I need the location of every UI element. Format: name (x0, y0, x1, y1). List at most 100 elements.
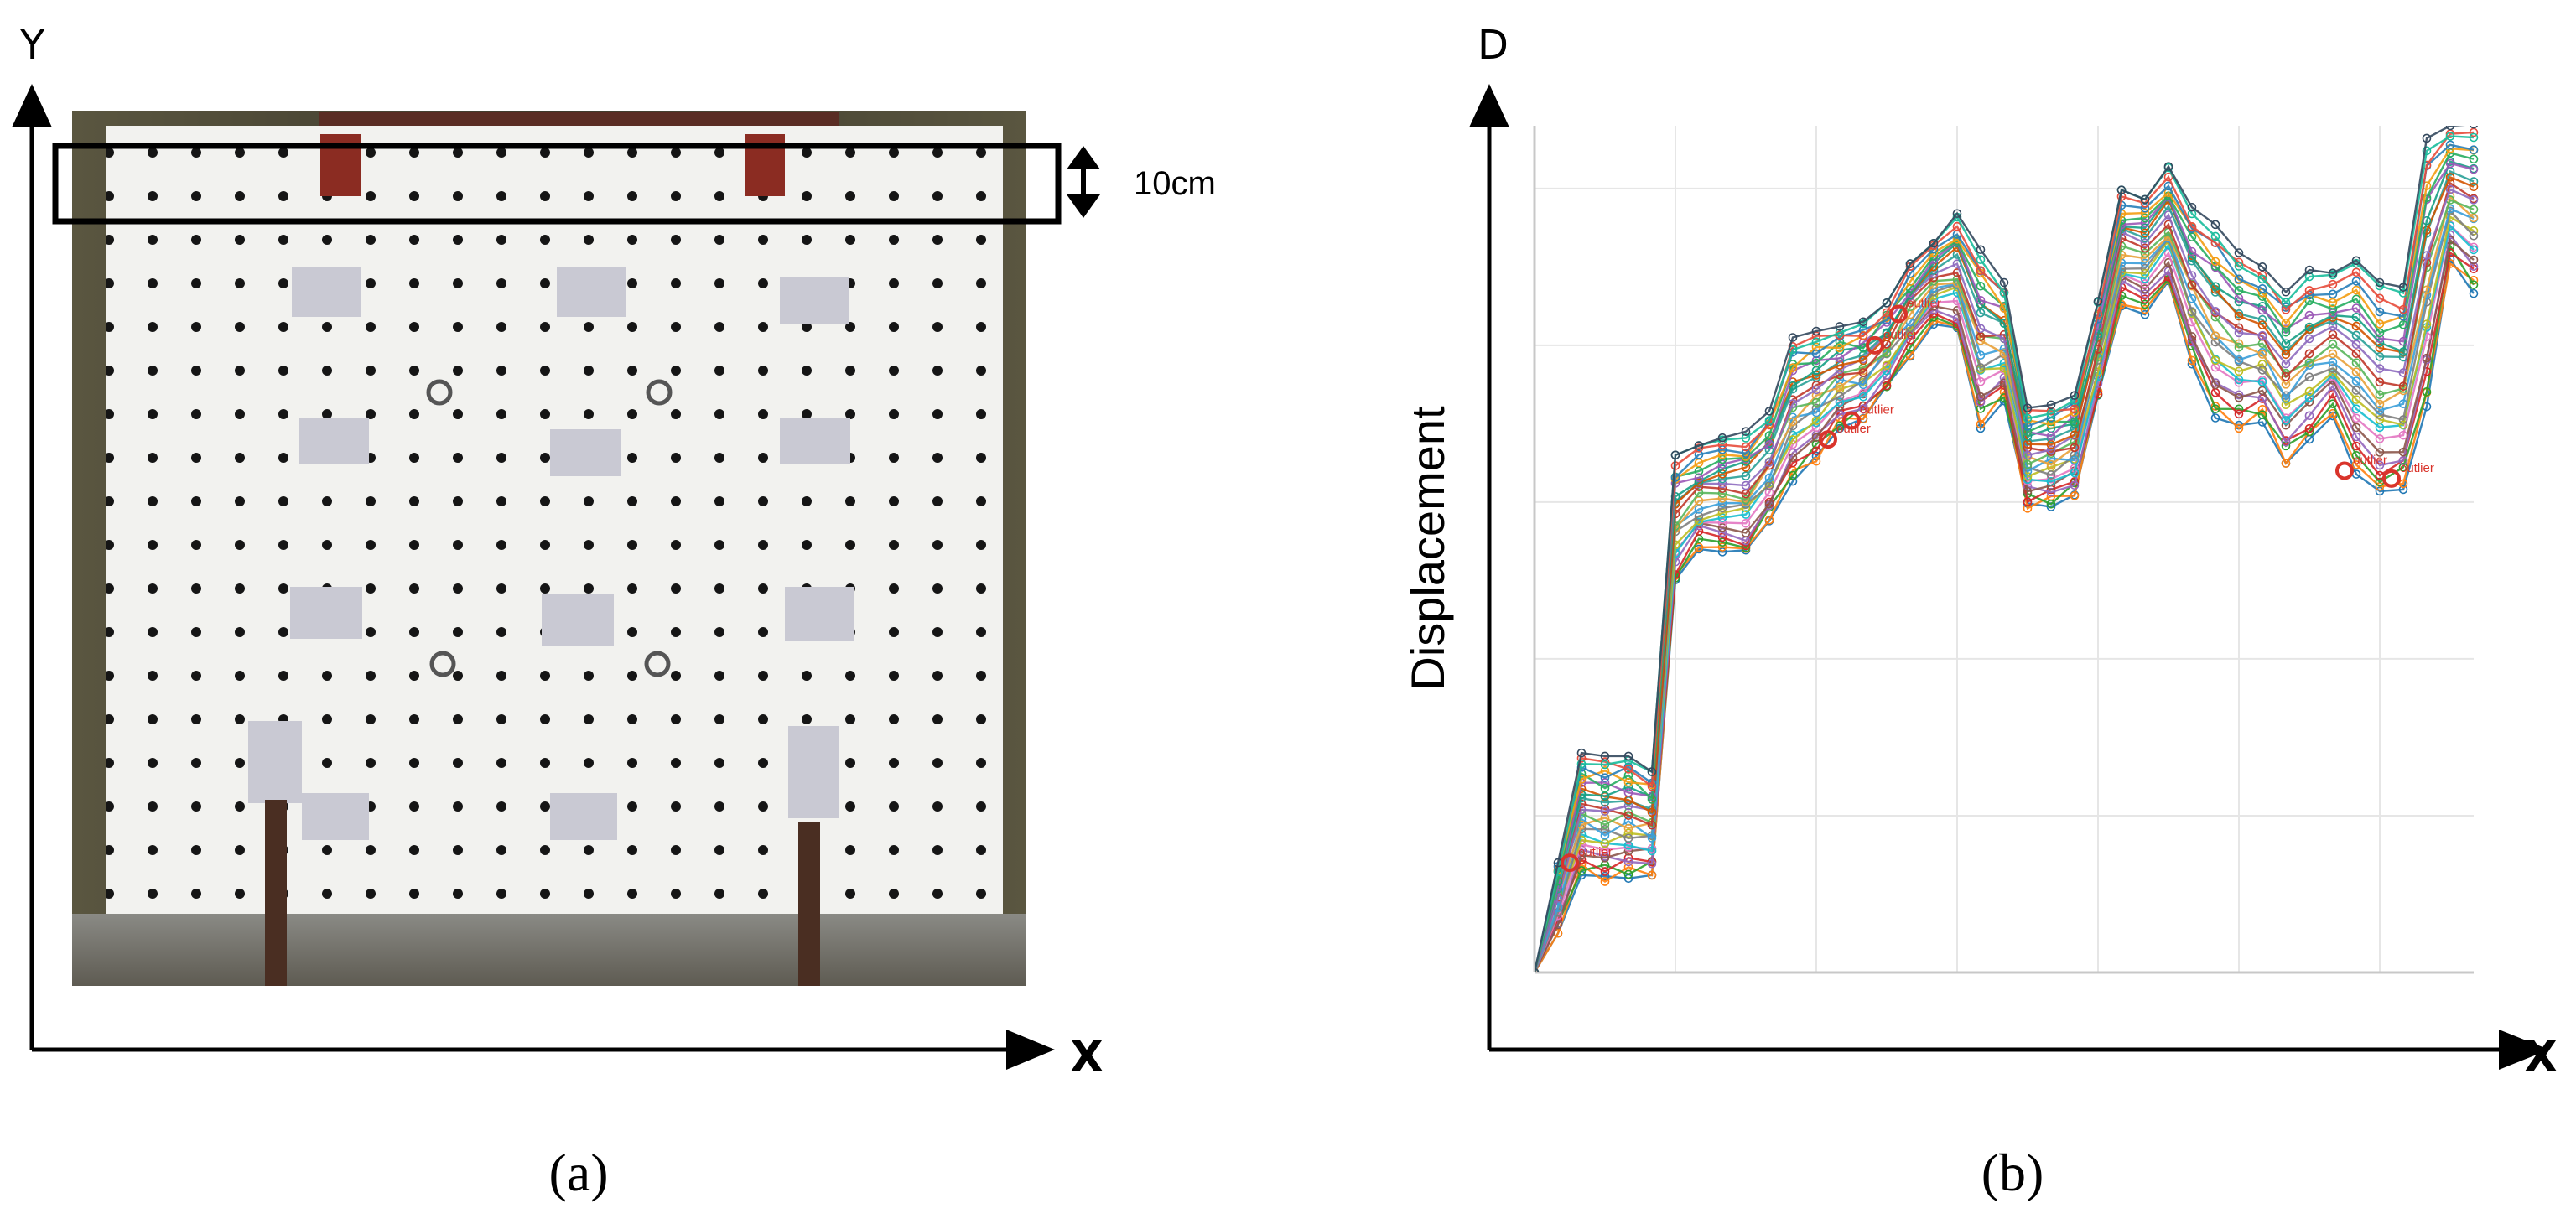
gauge-rings (426, 379, 673, 677)
d-axis-letter: D (1478, 22, 1509, 69)
data-point (2351, 376, 2361, 386)
data-point (2398, 381, 2408, 391)
data-point (2304, 372, 2314, 382)
data-point (1882, 360, 1892, 371)
data-point (1835, 382, 1845, 392)
data-point (2257, 405, 2267, 414)
data-point (2328, 289, 2338, 299)
data-point (2281, 416, 2291, 425)
data-point (2351, 330, 2361, 340)
data-point (2023, 403, 2033, 412)
data-point (1623, 777, 1633, 787)
data-point (1882, 381, 1892, 391)
data-point (2281, 394, 2291, 403)
data-point (2469, 195, 2479, 205)
data-point (2328, 304, 2338, 314)
data-point (2304, 358, 2314, 367)
data-point (2398, 456, 2408, 465)
data-point (2422, 226, 2432, 235)
data-point (2234, 328, 2244, 338)
data-point (2304, 272, 2314, 282)
data-point (2351, 256, 2361, 266)
data-point (2375, 328, 2385, 338)
series-line (1535, 152, 2475, 972)
data-point (1694, 473, 1704, 483)
data-point (2046, 470, 2056, 480)
data-point (1976, 255, 1986, 265)
data-point (2328, 310, 2338, 320)
data-point (1647, 846, 1657, 856)
dimension-arrow (1067, 146, 1100, 218)
data-point (1976, 266, 1986, 276)
data-point (1717, 494, 1727, 503)
data-point (1811, 342, 1821, 352)
data-point (2398, 368, 2408, 377)
data-point (2398, 399, 2408, 409)
data-point (2375, 434, 2385, 443)
data-point (1788, 453, 1798, 463)
outlier-circle (1819, 430, 1837, 449)
data-point (2234, 311, 2244, 321)
data-point (1600, 831, 1610, 840)
data-point (2304, 349, 2314, 359)
data-point (2140, 274, 2150, 283)
data-point (2140, 228, 2150, 238)
data-point (2140, 213, 2150, 223)
data-point (2469, 288, 2479, 298)
data-point (2257, 350, 2267, 359)
data-point (1811, 407, 1821, 418)
data-point (1694, 505, 1704, 514)
data-point (1600, 845, 1610, 854)
data-point (1647, 795, 1657, 804)
data-point (2187, 221, 2197, 231)
data-point (1647, 767, 1657, 776)
data-point (2210, 331, 2220, 340)
panel-b: outlier outlier outlier outlier outlier outli… (1401, 22, 2558, 1202)
data-point (1694, 441, 1704, 450)
data-point (2351, 349, 2361, 359)
data-point (1976, 376, 1986, 386)
data-point (2070, 391, 2080, 401)
data-point (1764, 499, 1774, 509)
data-point (2445, 173, 2455, 182)
data-point (2351, 277, 2361, 286)
data-point (1717, 518, 1727, 527)
data-point (1717, 445, 1727, 454)
data-point (2257, 377, 2267, 386)
data-point (1811, 337, 1821, 347)
data-point (2469, 213, 2479, 223)
data-point (2070, 418, 2080, 427)
data-point (2398, 347, 2408, 356)
data-point (1741, 463, 1751, 472)
data-point (1717, 484, 1727, 494)
data-point (1764, 445, 1774, 455)
data-point (2375, 334, 2385, 343)
data-point (1600, 806, 1610, 816)
data-point (2140, 304, 2150, 314)
data-point (1835, 353, 1845, 363)
data-point (1858, 380, 1868, 390)
data-point (2328, 279, 2338, 289)
data-point (2351, 294, 2361, 304)
outlier-label: outlier (2400, 461, 2434, 475)
data-point (1717, 508, 1727, 518)
data-point (2375, 307, 2385, 317)
data-point (1694, 488, 1704, 498)
data-point (1600, 797, 1610, 807)
data-point (2140, 248, 2150, 258)
data-point (1835, 322, 1845, 331)
data-point (2398, 420, 2408, 429)
data-point (2328, 364, 2338, 373)
data-point (2046, 487, 2056, 497)
data-point (2304, 423, 2314, 433)
data-point (1717, 542, 1727, 552)
data-point (2351, 367, 2361, 376)
data-point (2398, 430, 2408, 440)
data-point (2046, 440, 2056, 449)
data-point (1999, 288, 2009, 298)
data-point (1976, 363, 1986, 372)
wall-specimen-photo (72, 111, 1026, 986)
data-point (2469, 205, 2479, 215)
data-point (2351, 303, 2361, 313)
marker-plates (248, 267, 854, 840)
